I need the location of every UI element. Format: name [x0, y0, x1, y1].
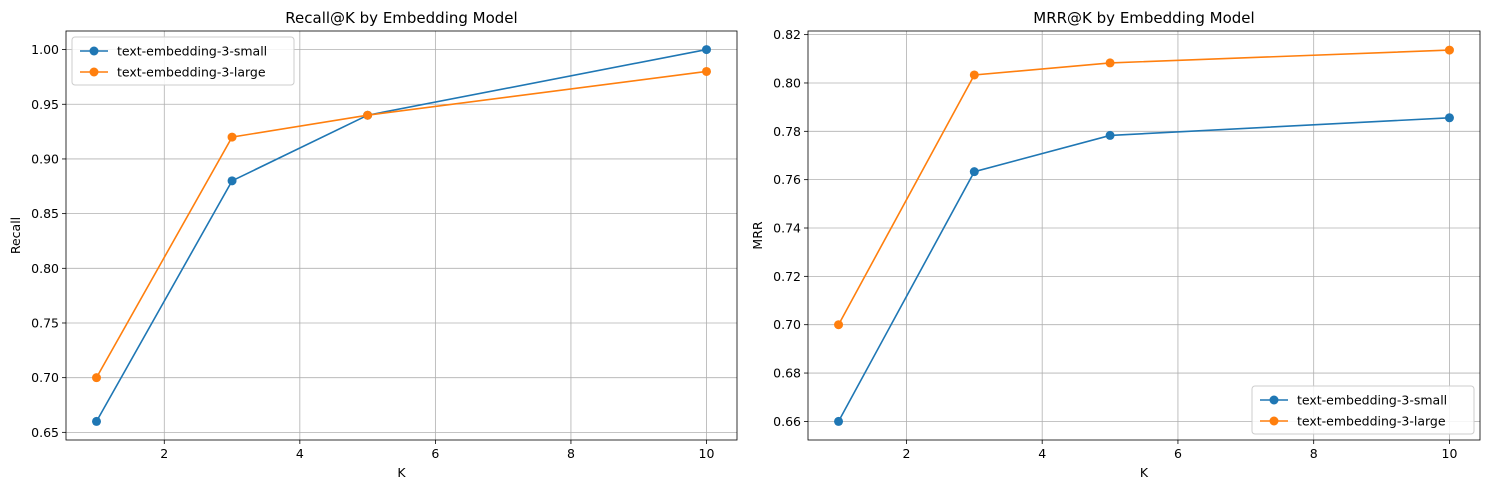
x-tick-label: 4 [296, 446, 304, 461]
y-tick-label: 0.70 [31, 370, 59, 385]
y-tick-label: 0.80 [31, 261, 59, 276]
x-tick-label: 6 [431, 446, 439, 461]
y-tick-label: 0.70 [773, 317, 801, 332]
y-tick-label: 0.74 [773, 221, 801, 236]
subplot-2: 2 4 6 8 10 0.66 0.68 0.70 0.72 0.74 0.76 0.78 0.80 0.… [750, 9, 1481, 480]
y-tick-label: 0.68 [773, 366, 801, 381]
legend-label: text-embedding-3-large [117, 65, 266, 80]
axes-frame [807, 30, 1481, 441]
legend: text-embedding-3-small text-embedding-3-l… [71, 36, 295, 86]
data-point [1105, 58, 1115, 68]
y-tick-label: 0.90 [31, 151, 59, 166]
data-point [702, 45, 711, 55]
x-tick-label: 2 [160, 446, 168, 461]
data-point [834, 416, 844, 426]
data-point [363, 110, 373, 120]
y-tick-label: 0.80 [773, 75, 801, 90]
y-tick-label: 0.82 [773, 27, 801, 42]
legend-label: text-embedding-3-large [1297, 414, 1446, 429]
legend-label: text-embedding-3-small [1297, 393, 1447, 408]
legend-swatch-marker [89, 67, 99, 77]
x-tick-label: 10 [1442, 446, 1458, 461]
legend-swatch-marker [1269, 395, 1279, 405]
series-line-2 [95, 70, 707, 379]
y-tick-label: 0.78 [773, 124, 801, 139]
x-tick-label: 8 [1310, 446, 1318, 461]
series-line-1 [95, 48, 707, 422]
axes-frame [65, 30, 738, 441]
y-axis-label: Recall [8, 217, 23, 254]
x-tick-label: 8 [567, 446, 575, 461]
x-axis-label: K [397, 465, 406, 480]
x-tick-label: 2 [902, 446, 910, 461]
y-tick-label: 0.75 [31, 315, 59, 330]
y-tick-label: 0.66 [773, 414, 801, 429]
data-point [92, 373, 101, 383]
y-axis-label: MRR [750, 221, 765, 249]
subplot-1: 2 4 6 8 10 0.65 0.70 0.75 0.80 0.85 0.90 0.95 1.00 Re… [8, 9, 738, 480]
chart-title: MRR@K by Embedding Model [1033, 9, 1254, 27]
x-tick-label: 4 [1038, 446, 1046, 461]
data-point [834, 320, 844, 330]
y-tick-label: 0.72 [773, 269, 801, 284]
data-point [227, 132, 237, 142]
data-point [1444, 45, 1454, 55]
y-tick-label: 0.76 [773, 172, 801, 187]
legend-swatch-marker [89, 46, 99, 56]
data-point [969, 167, 979, 177]
data-point [1105, 130, 1115, 140]
data-point [1444, 113, 1454, 123]
legend-box [71, 36, 295, 86]
y-tick-label: 0.65 [31, 425, 59, 440]
data-point [92, 416, 101, 426]
legend: text-embedding-3-small text-embedding-3-l… [1251, 385, 1475, 435]
legend-swatch-marker [1269, 416, 1279, 426]
x-tick-label: 10 [699, 446, 715, 461]
data-point [227, 176, 237, 186]
legend-box [1251, 385, 1475, 435]
x-axis-label: K [1140, 465, 1149, 480]
series-line-1 [837, 116, 1450, 422]
data-point [969, 70, 979, 80]
y-tick-label: 0.95 [31, 97, 59, 112]
y-tick-label: 1.00 [31, 42, 59, 57]
legend-label: text-embedding-3-small [117, 44, 267, 59]
chart-title: Recall@K by Embedding Model [285, 9, 517, 27]
data-point [702, 66, 711, 76]
x-tick-label: 6 [1174, 446, 1182, 461]
y-tick-label: 0.85 [31, 206, 59, 221]
series-line-2 [837, 49, 1450, 326]
